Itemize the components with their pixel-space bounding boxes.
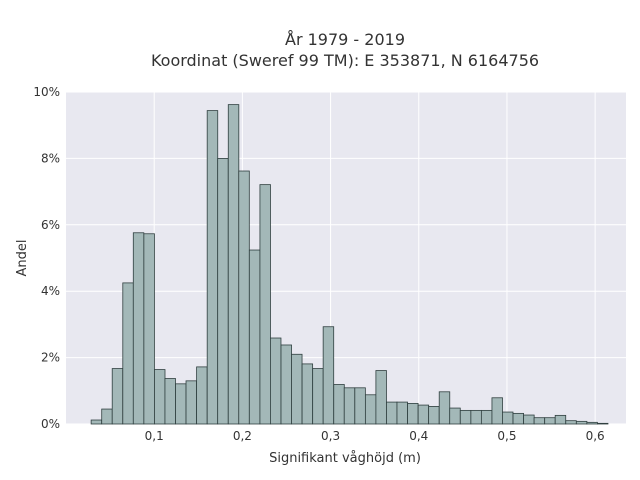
histogram-bar xyxy=(386,401,398,425)
x-tick-label: 0,1 xyxy=(145,429,164,443)
x-tick-label: 0,5 xyxy=(497,429,516,443)
histogram-bar xyxy=(238,170,250,425)
histogram-bar xyxy=(417,404,430,425)
histogram-bar xyxy=(512,412,524,425)
histogram-bar xyxy=(248,249,261,425)
histogram-bar xyxy=(428,406,440,425)
histogram-bar xyxy=(502,411,514,425)
y-axis-title: Andel xyxy=(15,240,30,277)
histogram-bar xyxy=(586,421,598,425)
x-axis-ticks: 0,1 0,2 0,3 0,4 0,5 0,6 xyxy=(145,429,605,443)
histogram-bar xyxy=(227,104,240,425)
histogram-bar xyxy=(312,368,324,425)
histogram-bar xyxy=(365,394,377,425)
histogram-bar xyxy=(597,422,609,425)
histogram-bar xyxy=(175,383,187,425)
histogram-bar xyxy=(206,110,219,425)
y-tick-label: 10% xyxy=(33,85,60,99)
histogram-bar xyxy=(375,370,387,425)
histogram-bar xyxy=(280,344,292,425)
y-tick-label: 0% xyxy=(41,417,60,431)
histogram-bar xyxy=(185,380,197,425)
x-tick-label: 0,4 xyxy=(409,429,428,443)
histogram-bars xyxy=(90,104,609,425)
histogram-bar xyxy=(354,387,366,425)
histogram-bar xyxy=(101,408,113,425)
histogram-bar xyxy=(291,353,303,425)
histogram-bar xyxy=(196,366,208,425)
x-tick-label: 0,6 xyxy=(586,429,605,443)
histogram-bar xyxy=(122,282,134,425)
chart-title-line-2: Koordinat (Sweref 99 TM): E 353871, N 61… xyxy=(151,51,539,70)
plot-area xyxy=(66,92,626,424)
histogram-bar xyxy=(154,369,166,425)
y-tick-label: 8% xyxy=(41,151,60,165)
histogram-bar xyxy=(533,417,546,425)
y-tick-label: 4% xyxy=(41,284,60,298)
y-axis-ticks: 0% 2% 4% 6% 8% 10% xyxy=(33,85,60,431)
histogram-bar xyxy=(438,391,451,425)
x-tick-label: 0,3 xyxy=(321,429,340,443)
histogram-bar xyxy=(470,409,482,425)
histogram-bar xyxy=(554,414,567,425)
x-tick-label: 0,2 xyxy=(233,429,252,443)
histogram-bar xyxy=(111,368,124,425)
histogram-bar xyxy=(164,378,176,425)
histogram-bar xyxy=(449,407,461,425)
histogram-bar xyxy=(143,233,155,425)
histogram-bar xyxy=(132,232,145,425)
histogram-bar xyxy=(491,397,503,425)
histogram-bar xyxy=(575,420,588,425)
histogram-bar xyxy=(301,363,314,425)
histogram-bar xyxy=(523,414,535,425)
y-tick-label: 2% xyxy=(41,351,60,365)
histogram-bar xyxy=(322,326,335,425)
histogram-bar xyxy=(343,387,356,425)
histogram-bar xyxy=(396,401,408,425)
histogram-bar xyxy=(565,420,577,425)
histogram-bar xyxy=(407,403,419,425)
histogram-bar xyxy=(259,184,271,425)
histogram-bar xyxy=(459,409,472,425)
chart-title-line-1: År 1979 - 2019 xyxy=(285,30,405,49)
histogram-bar xyxy=(90,419,103,425)
histogram-bar xyxy=(217,157,229,425)
histogram-bar xyxy=(480,409,493,425)
histogram-bar xyxy=(333,384,345,425)
x-axis-title: Signifikant våghöjd (m) xyxy=(269,451,421,466)
histogram-bar xyxy=(270,337,282,425)
y-tick-label: 6% xyxy=(41,218,60,232)
histogram-bar xyxy=(544,417,556,425)
